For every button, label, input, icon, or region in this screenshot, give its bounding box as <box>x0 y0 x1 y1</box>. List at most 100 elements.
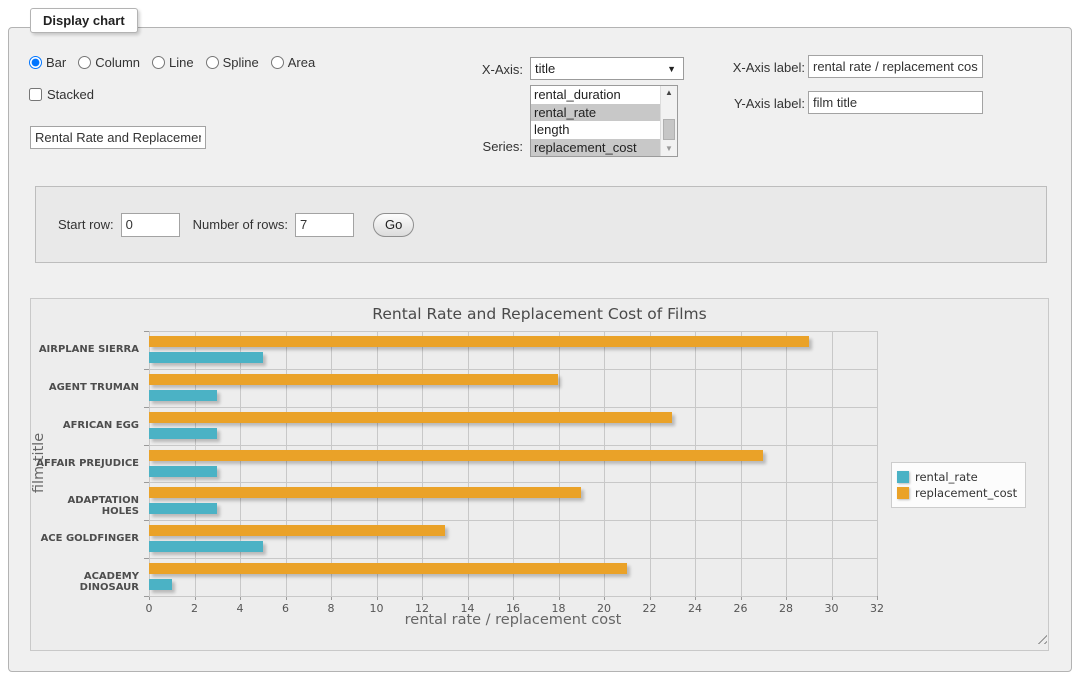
bar-replacement_cost <box>149 336 809 347</box>
y-category-label: AFRICAN EGG <box>36 420 139 431</box>
number-of-rows-input[interactable] <box>295 213 354 237</box>
x-tick-label: 22 <box>635 602 665 615</box>
x-tick-label: 32 <box>862 602 892 615</box>
x-tick-label: 12 <box>407 602 437 615</box>
start-row-input[interactable] <box>121 213 180 237</box>
radio-bar-label: Bar <box>46 55 66 70</box>
x-tick-label: 18 <box>544 602 574 615</box>
x-tick-label: 28 <box>771 602 801 615</box>
x-tick-label: 2 <box>180 602 210 615</box>
listbox-scrollbar[interactable]: ▲ ▼ <box>660 86 677 156</box>
y-tick-mark <box>144 596 149 597</box>
gridline <box>331 331 332 596</box>
scroll-up-icon[interactable]: ▲ <box>661 86 677 100</box>
gridline <box>422 331 423 596</box>
go-button[interactable]: Go <box>373 213 414 237</box>
gridline <box>240 331 241 596</box>
bar-rental_rate <box>149 541 263 552</box>
radio-line[interactable] <box>152 56 165 69</box>
chart-title-input[interactable] <box>30 126 206 149</box>
number-of-rows-label: Number of rows: <box>193 217 288 232</box>
scroll-down-icon[interactable]: ▼ <box>661 142 677 156</box>
y-tick-mark <box>144 445 149 446</box>
y-category-label: AFFAIR PREJUDICE <box>36 458 139 469</box>
y-tick-mark <box>144 520 149 521</box>
y-category-label: ACE GOLDFINGER <box>36 533 139 544</box>
bar-replacement_cost <box>149 450 763 461</box>
x-tick-label: 0 <box>134 602 164 615</box>
x-tick-label: 20 <box>589 602 619 615</box>
stacked-checkbox[interactable] <box>29 88 42 101</box>
chart-legend: rental_rate replacement_cost <box>891 462 1026 508</box>
y-category-label: ACADEMY DINOSAUR <box>36 571 139 593</box>
legend-label: rental_rate <box>915 470 978 484</box>
y-axis-label-input[interactable] <box>808 91 983 114</box>
series-option-3[interactable]: replacement_cost <box>531 139 677 157</box>
bar-replacement_cost <box>149 563 627 574</box>
gridline <box>741 331 742 596</box>
radio-column[interactable] <box>78 56 91 69</box>
gridline <box>286 331 287 596</box>
gridline <box>513 331 514 596</box>
legend-row: rental_rate <box>897 470 1017 484</box>
x-axis-select-value: title <box>535 61 555 76</box>
series-listbox: rental_duration rental_rate length repla… <box>530 85 678 157</box>
gridline <box>786 331 787 596</box>
series-option-2[interactable]: length <box>531 121 677 139</box>
gridline <box>832 331 833 596</box>
legend-swatch-replacement_cost <box>897 487 909 499</box>
gridline <box>877 331 878 596</box>
series-option-0[interactable]: rental_duration <box>531 86 677 104</box>
x-axis-select[interactable]: title ▼ <box>530 57 684 80</box>
dropdown-arrow-icon: ▼ <box>667 64 676 74</box>
x-tick-label: 26 <box>726 602 756 615</box>
x-tick-label: 14 <box>453 602 483 615</box>
radio-bar[interactable] <box>29 56 42 69</box>
stacked-label: Stacked <box>47 87 94 102</box>
radio-column-label: Column <box>95 55 140 70</box>
legend-label: replacement_cost <box>915 486 1017 500</box>
x-tick-label: 10 <box>362 602 392 615</box>
chart-type-radio-group: Bar Column Line Spline Area <box>29 55 315 70</box>
y-category-label: AIRPLANE SIERRA <box>36 344 139 355</box>
x-axis-label-input[interactable] <box>808 55 983 78</box>
legend-row: replacement_cost <box>897 486 1017 500</box>
x-tick-label: 24 <box>680 602 710 615</box>
gridline <box>695 331 696 596</box>
gridline <box>377 331 378 596</box>
bar-replacement_cost <box>149 525 445 536</box>
x-tick-label: 8 <box>316 602 346 615</box>
gridline <box>149 407 877 408</box>
y-tick-mark <box>144 558 149 559</box>
series-option-1[interactable]: rental_rate <box>531 104 677 122</box>
gridline <box>195 331 196 596</box>
y-tick-mark <box>144 369 149 370</box>
resize-grip-icon[interactable] <box>1034 631 1047 644</box>
stacked-row: Stacked <box>29 87 94 102</box>
bar-rental_rate <box>149 579 172 590</box>
gridline <box>149 596 877 597</box>
y-tick-mark <box>144 482 149 483</box>
gridline <box>149 445 877 446</box>
bar-rental_rate <box>149 466 217 477</box>
y-tick-mark <box>144 331 149 332</box>
y-tick-mark <box>144 407 149 408</box>
gridline <box>149 331 150 596</box>
legend-swatch-rental_rate <box>897 471 909 483</box>
chart-title: Rental Rate and Replacement Cost of Film… <box>31 305 1048 323</box>
bar-rental_rate <box>149 390 217 401</box>
radio-area[interactable] <box>271 56 284 69</box>
radio-spline[interactable] <box>206 56 219 69</box>
scrollbar-thumb[interactable] <box>663 119 675 140</box>
chart-container: Rental Rate and Replacement Cost of Film… <box>30 298 1049 651</box>
gridline <box>149 558 877 559</box>
bar-replacement_cost <box>149 374 558 385</box>
row-range-panel: Start row: Number of rows: Go <box>35 186 1047 263</box>
start-row-label: Start row: <box>58 217 114 232</box>
gridline <box>149 482 877 483</box>
y-category-label: AGENT TRUMAN <box>36 382 139 393</box>
x-tick-mark <box>877 596 878 600</box>
x-tick-label: 6 <box>271 602 301 615</box>
gridline <box>149 369 877 370</box>
x-tick-label: 4 <box>225 602 255 615</box>
